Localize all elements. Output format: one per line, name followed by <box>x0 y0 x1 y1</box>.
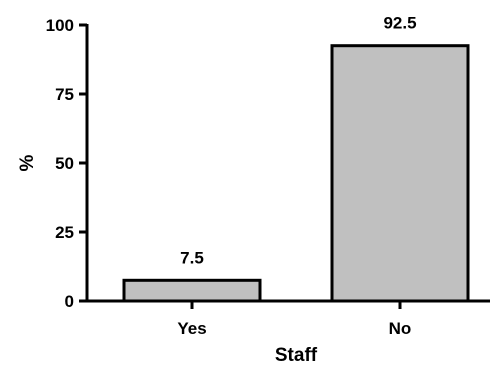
y-tick-label: 100 <box>46 16 74 35</box>
bar-no <box>330 44 470 303</box>
bar-yes <box>122 278 262 303</box>
x-tick-label: Yes <box>177 319 206 338</box>
x-tick-label: No <box>389 319 412 338</box>
data-label-yes: 7.5 <box>180 248 204 267</box>
y-axis-ticks: 0 25 50 75 100 <box>46 16 87 311</box>
y-tick-label: 25 <box>55 223 74 242</box>
y-tick-label: 50 <box>55 154 74 173</box>
x-axis-title: Staff <box>275 345 318 366</box>
x-axis-ticks: Yes No <box>177 301 411 338</box>
bars-layer <box>122 44 470 303</box>
y-axis-title: % <box>17 154 38 171</box>
data-label-no: 92.5 <box>383 14 416 33</box>
y-tick-label: 0 <box>65 292 74 311</box>
y-tick-label: 75 <box>55 85 74 104</box>
data-labels-layer: 7.5 92.5 <box>180 14 416 268</box>
